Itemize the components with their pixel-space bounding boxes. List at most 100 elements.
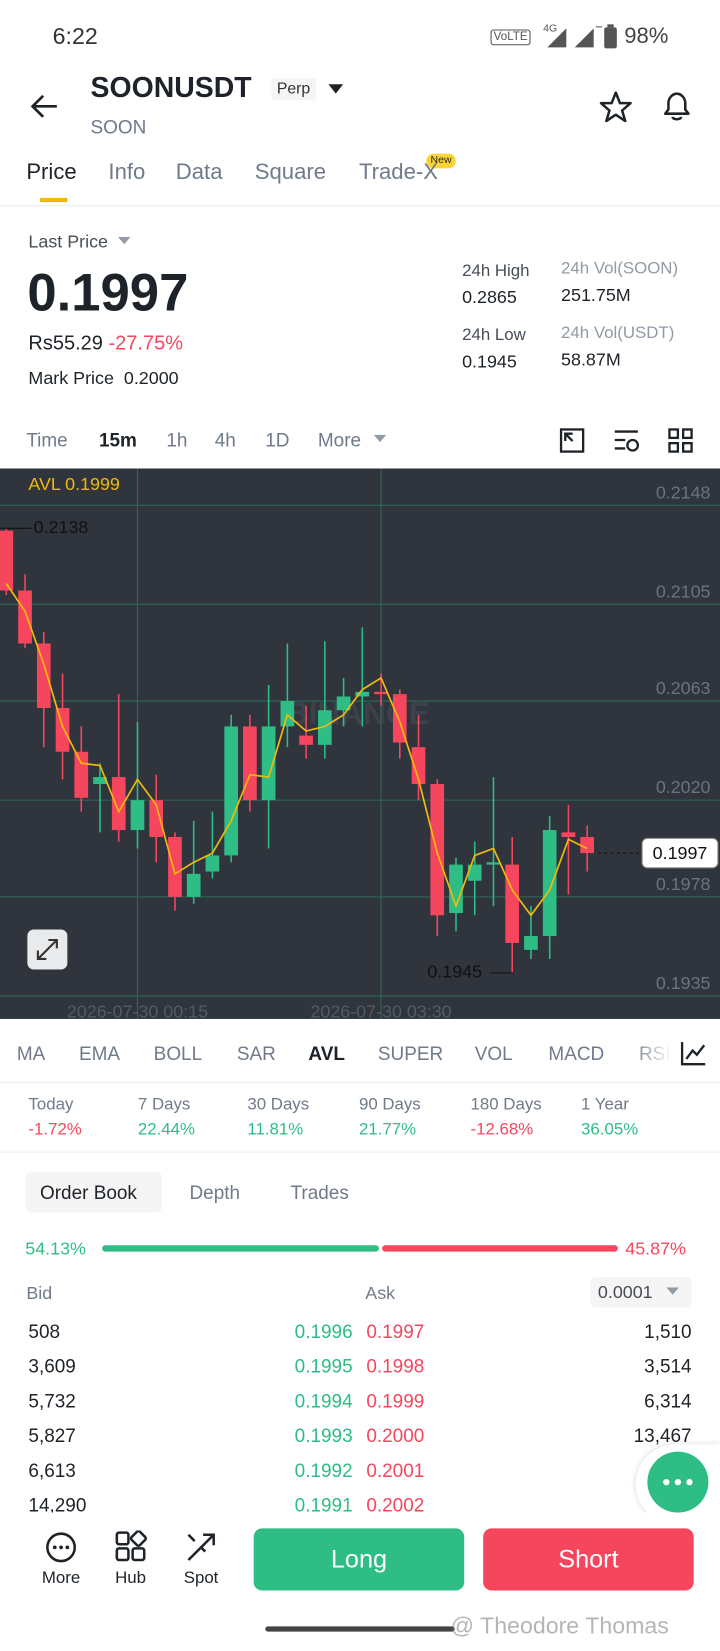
- price-row: Rs55.29 -27.75%: [28, 334, 183, 354]
- nav-label[interactable]: Hub: [115, 1569, 146, 1588]
- last-price-box: [641, 837, 719, 869]
- spot-icon[interactable]: [184, 1531, 218, 1565]
- candle-body: [0, 530, 14, 591]
- precision-dropdown[interactable]: [666, 1287, 679, 1296]
- interval[interactable]: 1h: [166, 429, 188, 451]
- candle-body: [261, 726, 276, 801]
- bid-ratio: 54.13%: [25, 1238, 86, 1259]
- nav-label[interactable]: Spot: [183, 1569, 219, 1588]
- new-badge: New: [426, 153, 456, 169]
- candle-body: [55, 707, 70, 752]
- stat-label: 24h Vol(USDT): [561, 324, 675, 343]
- period-change: 22.44%: [137, 1121, 196, 1139]
- high-label: 0.2138: [34, 517, 89, 537]
- tab[interactable]: Trade-X: [358, 160, 438, 185]
- stat-value: 251.75M: [561, 285, 631, 306]
- long-button[interactable]: Long: [253, 1528, 465, 1591]
- watermark: BINANCE: [286, 695, 430, 731]
- tab-pill[interactable]: [25, 1171, 163, 1213]
- candle-body: [299, 735, 313, 745]
- bid-quantity: 6,613: [28, 1460, 76, 1482]
- back-button[interactable]: [29, 93, 58, 120]
- last-price: 0.1997: [27, 263, 189, 323]
- indicator-tab[interactable]: SUPER: [377, 1043, 444, 1065]
- chart-tool-icon[interactable]: [559, 427, 586, 454]
- candle-body: [36, 643, 51, 708]
- order-book-tab[interactable]: Order Book: [40, 1182, 137, 1204]
- interval[interactable]: Time: [26, 429, 68, 451]
- tab[interactable]: Info: [108, 160, 146, 185]
- candle-body: [524, 936, 538, 950]
- tab[interactable]: Price: [26, 160, 77, 185]
- indicator-tab[interactable]: BOLL: [153, 1043, 203, 1065]
- interval[interactable]: More: [317, 429, 362, 451]
- order-book-tab[interactable]: Trades: [290, 1182, 349, 1204]
- y-tick-label: 0.2148: [656, 482, 711, 502]
- indicator-tab[interactable]: EMA: [78, 1043, 121, 1065]
- candle-body: [374, 691, 388, 695]
- precision[interactable]: 0.0001: [597, 1282, 653, 1303]
- candle-body: [224, 726, 239, 856]
- bid-quantity: 5,827: [28, 1425, 76, 1447]
- indicator-tab[interactable]: MACD: [548, 1043, 605, 1065]
- stat-label: 24h Vol(SOON): [561, 260, 679, 278]
- tab[interactable]: Square: [254, 160, 327, 185]
- chat-button[interactable]: [646, 1451, 709, 1514]
- candle-body: [243, 726, 257, 801]
- more-icon[interactable]: [44, 1531, 78, 1565]
- stat-value: 58.87M: [561, 349, 621, 370]
- x-tick-label: 2026-07-30 03:30: [310, 1001, 451, 1019]
- chart-background: [0, 468, 720, 1019]
- favorite-button[interactable]: [599, 91, 633, 123]
- period-label: 7 Days: [137, 1095, 191, 1114]
- last-price-dropdown[interactable]: [117, 236, 131, 246]
- y-tick-label: 0.2020: [656, 777, 711, 797]
- period-label: 1 Year: [581, 1095, 629, 1114]
- candle-body: [542, 830, 557, 937]
- x-tick-label: 2026-07-30 00:15: [67, 1001, 208, 1019]
- stat-label: 24h High: [462, 262, 530, 280]
- indicator-tab[interactable]: VOL: [474, 1043, 513, 1065]
- ask-price: 0.2000: [366, 1425, 425, 1447]
- bid-quantity: 5,732: [28, 1390, 76, 1412]
- alert-button[interactable]: [660, 89, 694, 123]
- candle-body: [355, 691, 370, 697]
- indicator-settings[interactable]: [680, 1040, 707, 1067]
- interval[interactable]: 1D: [265, 429, 290, 451]
- hub-icon[interactable]: [114, 1530, 148, 1565]
- candle-body: [580, 836, 594, 854]
- mark-price: 0.2000: [123, 368, 179, 389]
- interval[interactable]: 4h: [214, 429, 236, 451]
- candle-body: [336, 696, 351, 711]
- indicator-tab[interactable]: MA: [16, 1043, 46, 1065]
- watermark: @ Theodore Thomas: [450, 1612, 669, 1639]
- symbol[interactable]: SOONUSDT: [90, 71, 252, 104]
- last-price-label[interactable]: Last Price: [28, 231, 108, 252]
- more-dropdown[interactable]: [373, 434, 387, 444]
- candle-body: [561, 832, 576, 837]
- divider: [0, 1151, 720, 1153]
- order-book-tab[interactable]: Depth: [189, 1182, 241, 1204]
- ask-price: 0.1998: [366, 1355, 425, 1377]
- symbol-dropdown[interactable]: [327, 83, 344, 96]
- indicator-tab[interactable]: SAR: [236, 1043, 276, 1065]
- indicator-tab[interactable]: AVL: [308, 1043, 345, 1065]
- ask-header: Ask: [365, 1283, 396, 1304]
- interval[interactable]: 15m: [98, 429, 137, 451]
- home-indicator: [265, 1626, 455, 1632]
- bid-ratio-bar: [102, 1245, 380, 1252]
- candle-body: [449, 864, 463, 913]
- short-button[interactable]: Short: [483, 1528, 694, 1591]
- bid-price: 0.1991: [294, 1494, 353, 1516]
- nav-label[interactable]: More: [41, 1569, 81, 1588]
- bid-quantity: 508: [28, 1321, 61, 1343]
- period-label: 90 Days: [358, 1095, 421, 1114]
- battery-icon: [604, 24, 617, 49]
- price-change: -27.75%: [108, 332, 183, 355]
- tab[interactable]: Data: [175, 160, 223, 185]
- settings-icon[interactable]: [613, 427, 642, 454]
- mark-price-row: Mark Price 0.2000: [28, 369, 178, 387]
- stat-value: 0.2865: [462, 287, 517, 308]
- layout-icon[interactable]: [667, 427, 694, 454]
- bid-price: 0.1996: [294, 1321, 353, 1343]
